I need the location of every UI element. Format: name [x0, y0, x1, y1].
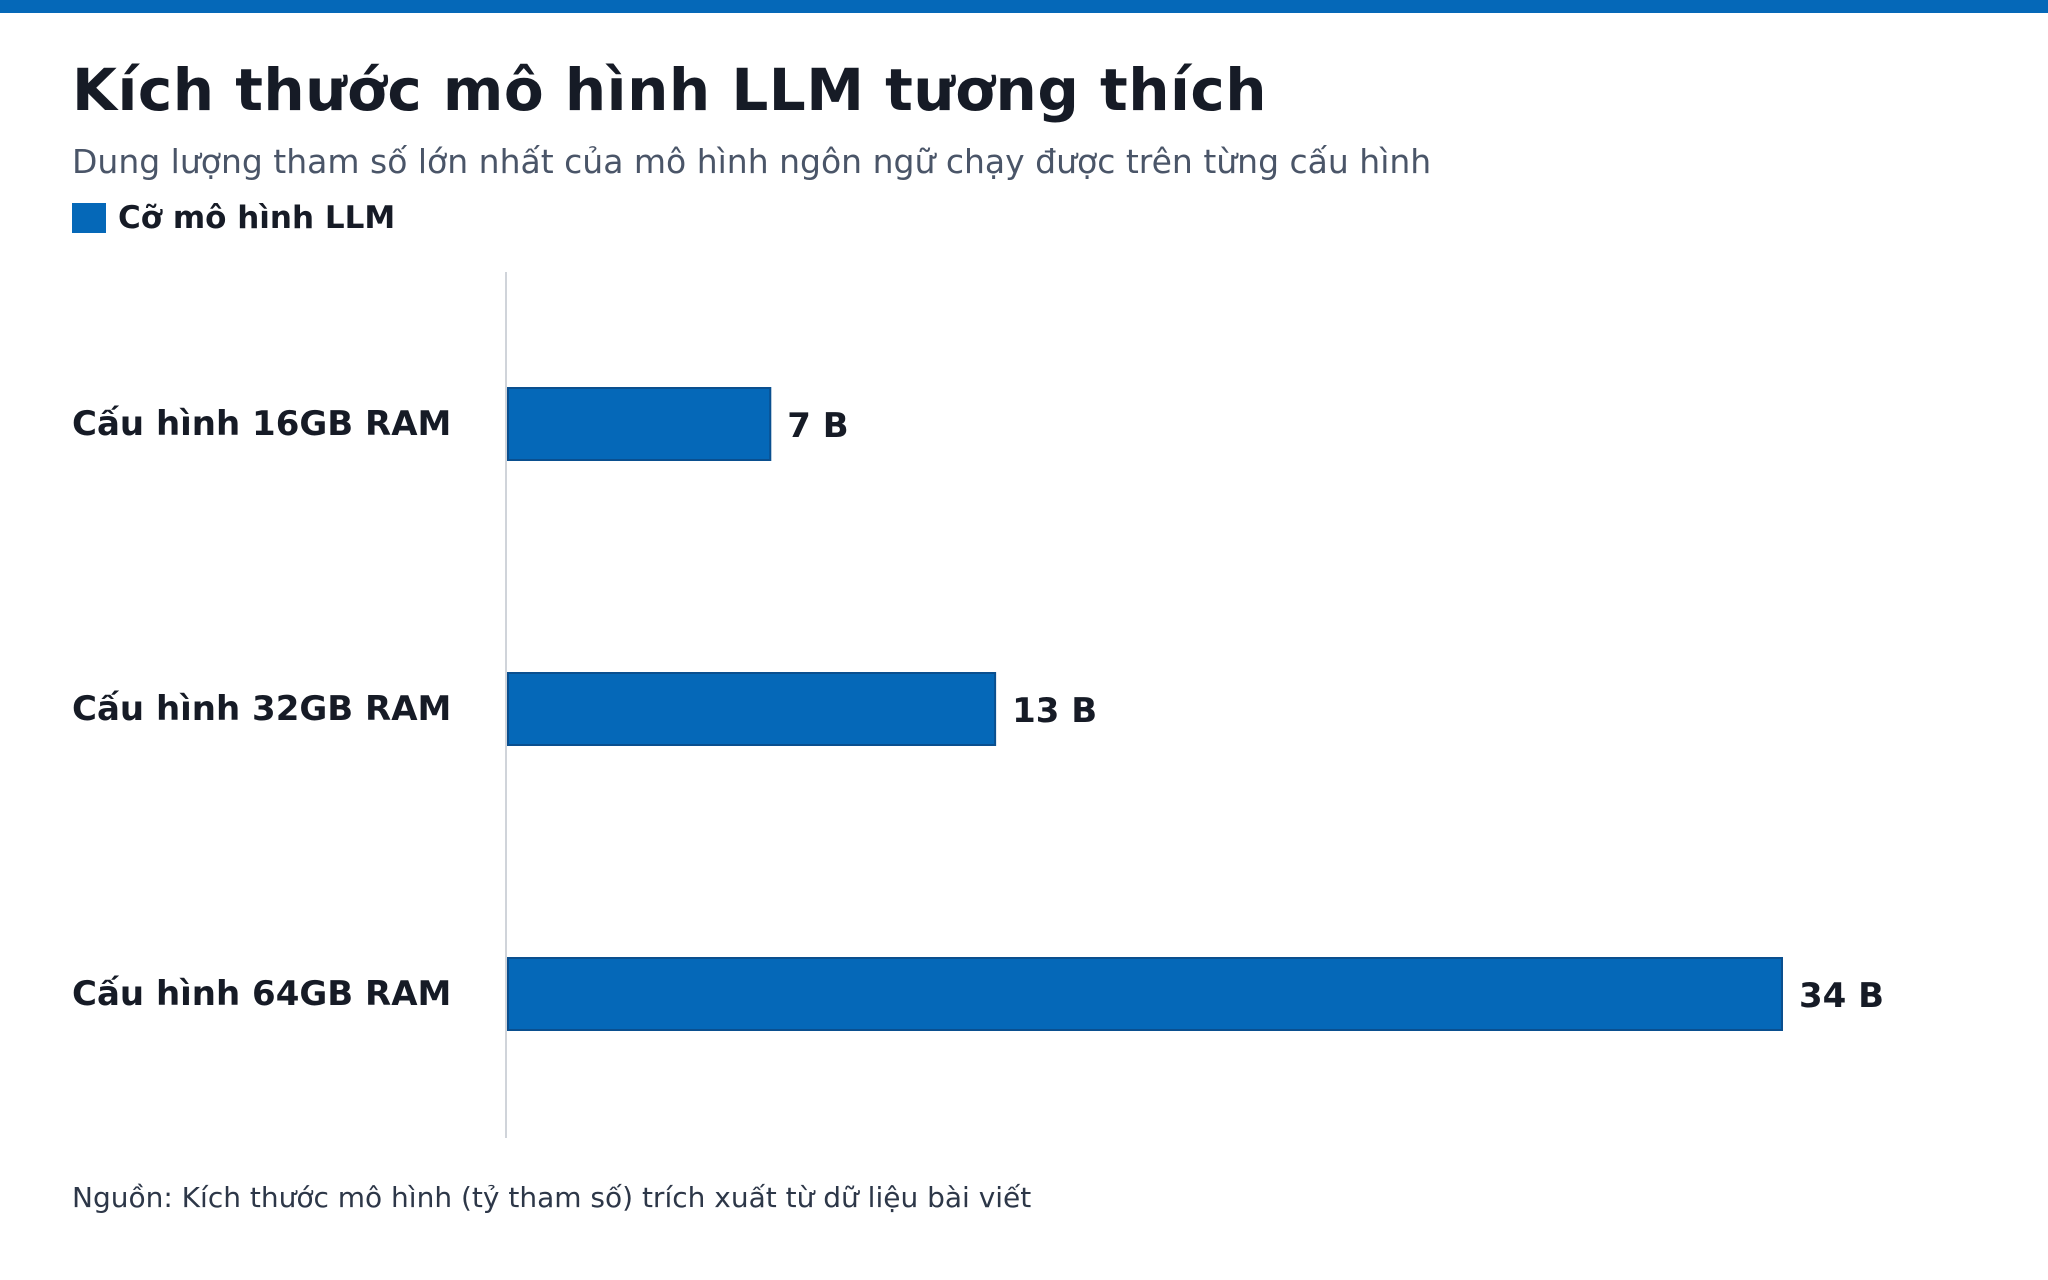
value-label: 34 B — [1799, 976, 1884, 1016]
category-label: Cấu hình 16GB RAM — [72, 404, 451, 444]
value-label: 7 B — [787, 406, 848, 446]
category-label: Cấu hình 32GB RAM — [72, 689, 451, 729]
bar — [507, 672, 997, 746]
legend-label: Cỡ mô hình LLM — [118, 200, 396, 236]
bar — [507, 387, 772, 461]
chart-subtitle: Dung lượng tham số lớn nhất của mô hình … — [72, 142, 1432, 181]
bars-group: Cấu hình 16GB RAM 7 B Cấu hình 32GB RAM 13 … — [72, 387, 1884, 1031]
bar — [507, 957, 1783, 1031]
top-accent-bar — [0, 0, 2048, 13]
category-label: Cấu hình 64GB RAM — [72, 974, 451, 1014]
chart-title: Kích thước mô hình LLM tương thích — [72, 56, 1268, 124]
value-label: 13 B — [1012, 691, 1097, 731]
source-note: Nguồn: Kích thước mô hình (tỷ tham số) t… — [72, 1181, 1032, 1214]
legend: Cỡ mô hình LLM — [72, 198, 395, 238]
legend-swatch — [72, 203, 106, 233]
